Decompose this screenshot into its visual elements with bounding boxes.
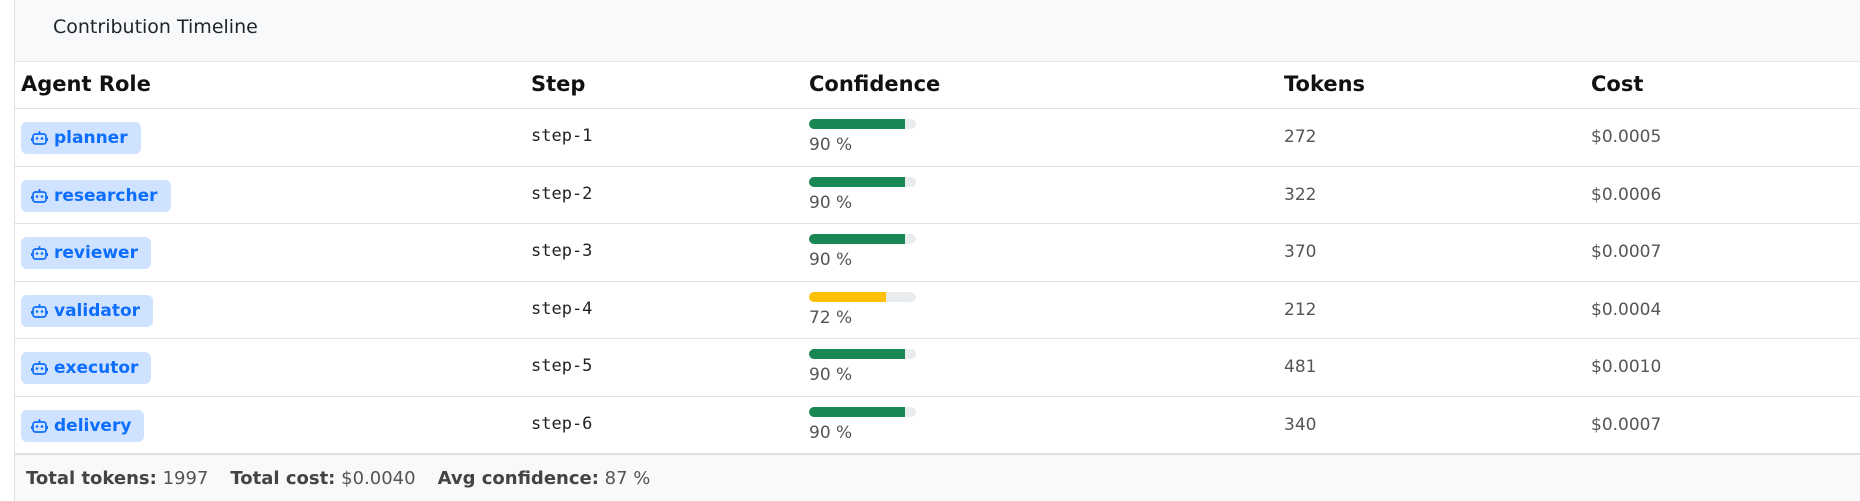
role-name: delivery: [54, 415, 132, 436]
card-header: Contribution Timeline: [15, 0, 1860, 62]
confidence-bar: [809, 119, 906, 129]
robot-icon: [31, 246, 48, 260]
confidence-track: [809, 119, 916, 129]
timeline-card: Contribution Timeline Agent Role Step Conf…: [14, 0, 1860, 501]
cost: $0.0007: [1591, 414, 1662, 435]
robot-icon: [31, 361, 48, 375]
step: step-3: [531, 241, 593, 261]
cost: $0.0010: [1591, 357, 1662, 377]
robot-icon: [31, 188, 48, 203]
role-badge: delivery: [21, 409, 145, 442]
confidence-bar: [809, 234, 906, 244]
table-row: reviewer step-3 90 % 370 $0.0007: [15, 223, 1860, 281]
role-badge: executor: [21, 352, 152, 384]
confidence-track: [809, 176, 916, 187]
step: step-4: [531, 298, 593, 319]
tokens: 322: [1284, 184, 1317, 205]
confidence-track: [809, 406, 916, 417]
role-name: planner: [54, 128, 128, 148]
table-row: researcher step-2 90 % 322 $0.0006: [15, 165, 1860, 224]
role-badge: planner: [21, 122, 141, 154]
cost: $0.0004: [1591, 299, 1662, 320]
table-row: planner step-1 90 % 272 $0.0005: [15, 108, 1860, 166]
avg-confidence: Avg confidence: 87 %: [438, 468, 651, 489]
label: Avg confidence:: [437, 467, 599, 489]
confidence-track: [809, 349, 916, 359]
role-badge: researcher: [21, 179, 171, 212]
step: step-6: [531, 413, 593, 434]
confidence-bar: [809, 349, 906, 359]
value: $0.0040: [341, 467, 416, 489]
column-header: Cost: [1591, 72, 1644, 96]
value: 1997: [162, 467, 209, 489]
tokens: 340: [1284, 414, 1317, 435]
column-header: Step: [531, 72, 586, 96]
table-row: validator step-4 72 % 212 $0.0004: [15, 280, 1860, 339]
table-row: executor step-5 90 % 481 $0.0010: [15, 338, 1860, 396]
card-title: Contribution Timeline: [53, 16, 258, 38]
total-cost: Total cost: $0.0040: [230, 468, 415, 489]
confidence-track: [809, 291, 916, 302]
column-header: Confidence: [809, 72, 941, 96]
confidence-label: 90 %: [809, 135, 853, 155]
role-badge: reviewer: [21, 237, 151, 269]
role-name: validator: [54, 300, 141, 321]
tokens: 212: [1284, 299, 1317, 320]
tokens: 272: [1284, 127, 1317, 147]
role-name: researcher: [54, 185, 158, 206]
cost: $0.0006: [1591, 184, 1662, 205]
confidence-bar: [809, 291, 887, 302]
confidence-track: [809, 234, 916, 244]
confidence-label: 90 %: [809, 365, 853, 385]
label: Total cost:: [230, 467, 336, 489]
tokens: 370: [1284, 242, 1317, 262]
step: step-2: [531, 183, 593, 204]
step: step-1: [531, 126, 593, 146]
confidence-label: 90 %: [809, 250, 853, 270]
role-name: reviewer: [54, 243, 138, 263]
role-badge: validator: [21, 294, 154, 327]
step: step-5: [531, 356, 593, 376]
column-header: Tokens: [1284, 72, 1366, 96]
confidence-label: 90 %: [809, 422, 853, 443]
confidence-bar: [809, 406, 906, 417]
table-row: delivery step-6 90 % 340 $0.0007: [15, 395, 1860, 454]
robot-icon: [31, 131, 48, 145]
cost: $0.0007: [1591, 242, 1662, 262]
confidence-label: 72 %: [809, 307, 853, 328]
label: Total tokens:: [26, 467, 157, 489]
tokens: 481: [1284, 357, 1317, 377]
footer: Total tokens: 1997 Total cost: $0.0040 A…: [15, 453, 1860, 501]
robot-icon: [31, 418, 48, 433]
role-name: executor: [54, 358, 139, 378]
robot-icon: [31, 303, 48, 318]
column-header: Agent Role: [21, 72, 151, 96]
cost: $0.0005: [1591, 127, 1662, 147]
total-tokens: Total tokens: 1997: [26, 468, 208, 489]
confidence-bar: [809, 176, 906, 187]
confidence-label: 90 %: [809, 192, 853, 213]
value: 87 %: [604, 467, 651, 489]
